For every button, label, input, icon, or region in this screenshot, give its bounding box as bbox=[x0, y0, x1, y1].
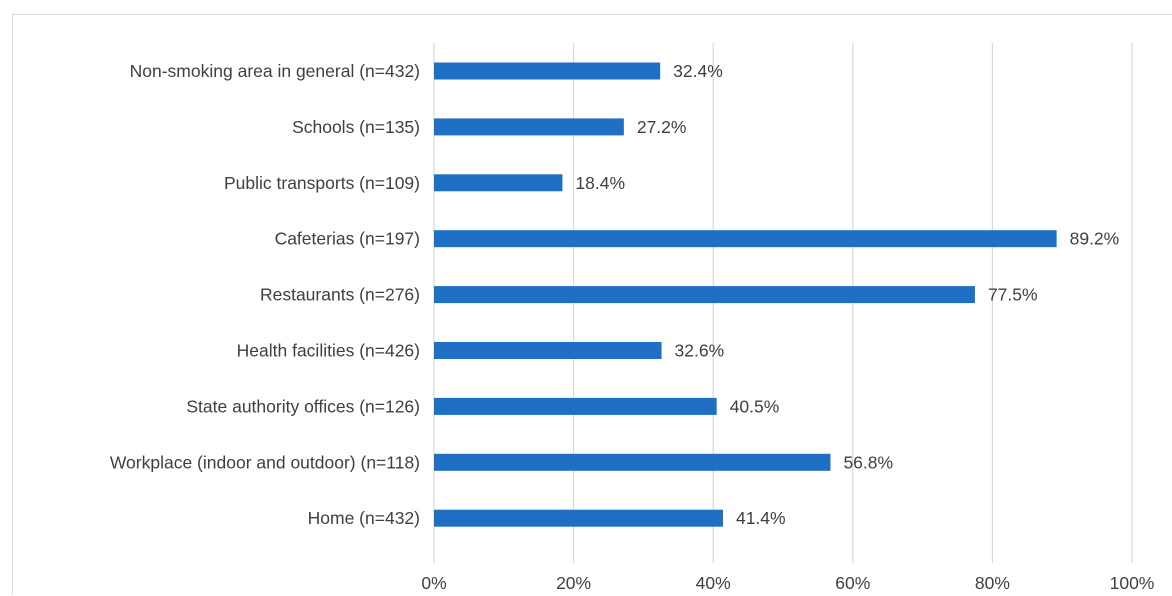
bar bbox=[434, 342, 662, 359]
category-label: Cafeterias (n=197) bbox=[275, 229, 420, 249]
category-label: Home (n=432) bbox=[308, 508, 420, 528]
category-label: Restaurants (n=276) bbox=[260, 285, 420, 305]
category-label: Workplace (indoor and outdoor) (n=118) bbox=[110, 452, 420, 472]
category-label: Health facilities (n=426) bbox=[237, 341, 420, 361]
data-label: 32.6% bbox=[675, 341, 725, 361]
data-label: 77.5% bbox=[988, 285, 1038, 305]
bars bbox=[434, 62, 1057, 527]
bar bbox=[434, 62, 661, 80]
data-label: 41.4% bbox=[736, 508, 786, 528]
data-label: 27.2% bbox=[637, 117, 687, 137]
category-label: Public transports (n=109) bbox=[224, 173, 420, 193]
x-tick-label: 60% bbox=[835, 573, 870, 593]
bar bbox=[434, 174, 563, 192]
bar-chart: Non-smoking area in general (n=432) Schoo… bbox=[110, 43, 1154, 593]
x-tick-label: 80% bbox=[975, 573, 1010, 593]
chart-frame: Non-smoking area in general (n=432) Schoo… bbox=[12, 14, 1172, 595]
bar bbox=[434, 118, 624, 136]
category-labels: Non-smoking area in general (n=432) Schoo… bbox=[110, 61, 420, 528]
data-label: 40.5% bbox=[730, 396, 780, 416]
bar bbox=[434, 230, 1057, 248]
bar bbox=[434, 286, 975, 304]
x-tick-label: 20% bbox=[556, 573, 591, 593]
data-label: 89.2% bbox=[1070, 229, 1120, 249]
data-labels: 32.4% 27.2% 18.4% 89.2% 77.5% 32.6% 40.5% 56.8%… bbox=[575, 61, 1119, 528]
bar bbox=[434, 509, 723, 527]
bar bbox=[434, 397, 717, 415]
category-label: State authority offices (n=126) bbox=[186, 396, 420, 416]
bar bbox=[434, 453, 831, 471]
data-label: 56.8% bbox=[843, 452, 893, 472]
category-label: Non-smoking area in general (n=432) bbox=[130, 61, 420, 81]
x-tick-label: 0% bbox=[421, 573, 446, 593]
data-label: 32.4% bbox=[673, 61, 723, 81]
x-tick-label: 100% bbox=[1110, 573, 1155, 593]
x-tick-label: 40% bbox=[696, 573, 731, 593]
category-label: Schools (n=135) bbox=[292, 117, 420, 137]
x-axis-tick-labels: 0% 20% 40% 60% 80% 100% bbox=[421, 573, 1154, 593]
data-label: 18.4% bbox=[575, 173, 625, 193]
